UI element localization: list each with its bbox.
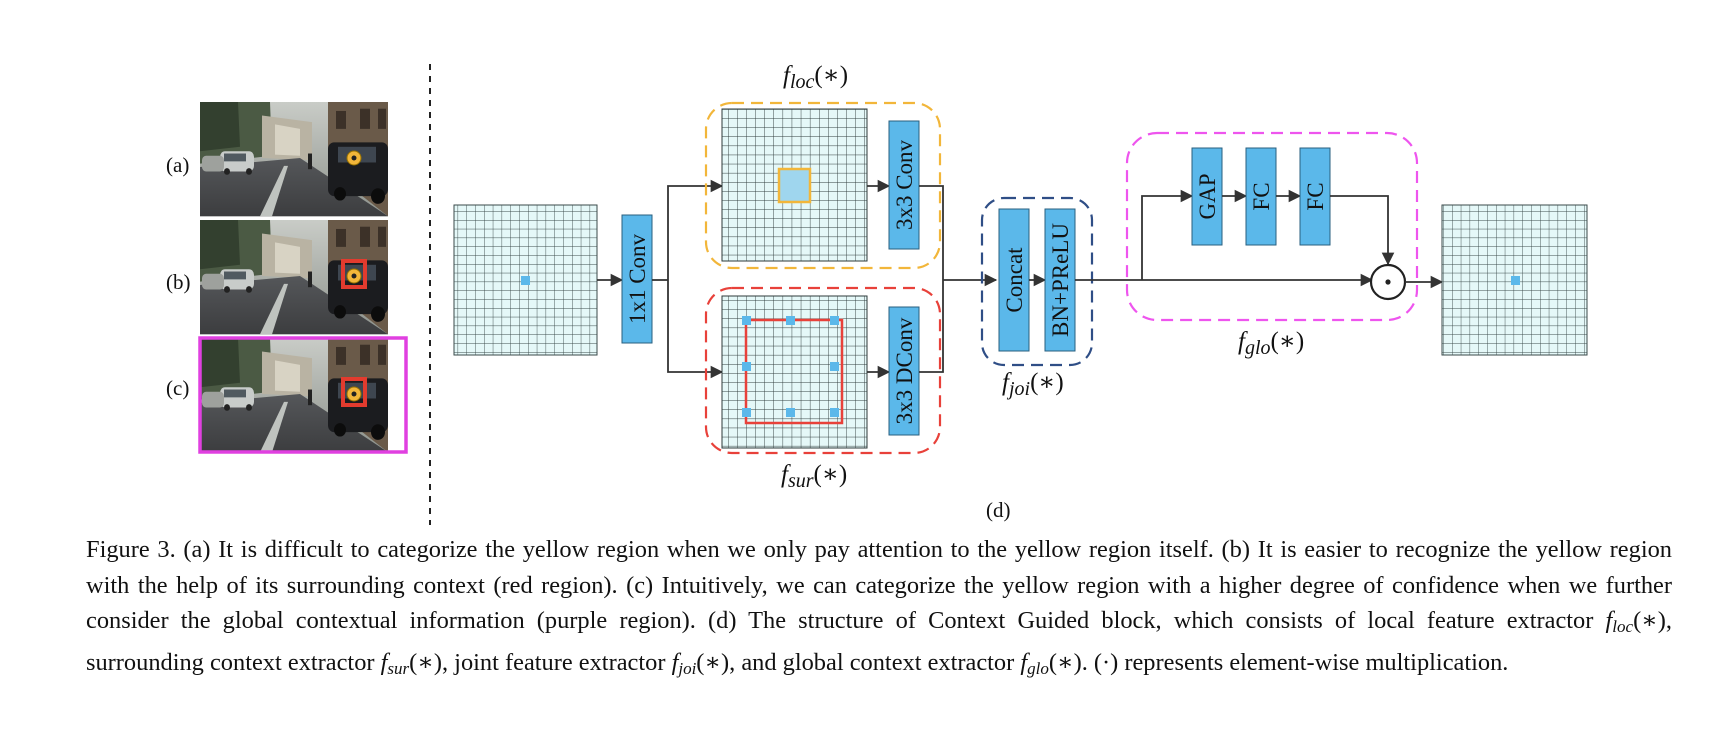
yellow-center-photo-c: [351, 391, 357, 397]
panel-c-label: (c): [166, 376, 190, 400]
gap-block-label: GAP: [1195, 173, 1220, 219]
dconv3x3-block: [888, 306, 920, 436]
yellow-center-photo-b: [351, 273, 357, 279]
sur-sample-cell-3: [742, 362, 751, 371]
arrow-fc2-to-multiply: [1330, 195, 1395, 266]
output-highlight-cell: [1511, 276, 1520, 285]
figure-3: 1x1 Conv 3x3 Conv 3x3 DConv Concat BN+PReLU G…: [166, 62, 1588, 525]
f-loc-label: floc(∗): [783, 62, 849, 93]
panel-b-label: (b): [166, 270, 191, 294]
figure-svg: 1x1 Conv 3x3 Conv 3x3 DConv Concat BN+PReLU G…: [198, 64, 1588, 525]
arrow-to-sur-branch: [667, 280, 724, 379]
conv1x1-block: [621, 214, 653, 344]
figure-caption: Figure 3. (a) It is difficult to categor…: [86, 536, 1672, 678]
bn-prelu-block-label: BN+PReLU: [1048, 223, 1073, 337]
sur-sample-cell-2: [830, 316, 839, 325]
red-region-photo-b: [341, 259, 367, 289]
sur-sample-cell-1: [786, 316, 795, 325]
f-sur-container: [704, 286, 942, 455]
loc-kernel-window: [777, 167, 812, 204]
merge-lines: [919, 185, 944, 373]
conv1x1-block-label: 1x1 Conv: [625, 233, 650, 324]
fc2-block: [1299, 147, 1331, 246]
f-joi-label: fjoi(∗): [1002, 369, 1064, 400]
conv3x3-block-label: 3x3 Conv: [892, 139, 917, 230]
fc1-block: [1245, 147, 1277, 246]
conv3x3-block: [888, 120, 920, 250]
f-joi-container: [980, 196, 1094, 367]
concat-block-label: Concat: [1002, 247, 1027, 313]
f-loc-container: [704, 101, 942, 270]
yellow-center-photo-a: [351, 155, 357, 161]
fc1-block-label: FC: [1249, 182, 1274, 210]
arrow-to-loc-branch: [667, 179, 724, 280]
arrow-to-gap: [1141, 189, 1194, 280]
dconv3x3-block-label: 3x3 DConv: [892, 317, 917, 424]
purple-region-photo-c: [198, 336, 408, 454]
multiply-dot: [1385, 279, 1391, 285]
panel-a-label: (a): [166, 153, 190, 177]
input-highlight-cell: [521, 276, 530, 285]
f-glo-container: [1125, 131, 1419, 322]
sur-sample-cell-0: [742, 316, 751, 325]
f-glo-label: fglo(∗): [1238, 328, 1305, 359]
fc2-block-label: FC: [1303, 182, 1328, 210]
sur-sample-cell-4: [830, 362, 839, 371]
panel-d-label: (d): [986, 498, 1011, 522]
sur-sample-cell-7: [830, 408, 839, 417]
sur-sample-cell-6: [786, 408, 795, 417]
f-sur-label: fsur(∗): [781, 461, 848, 492]
sur-sample-cell-5: [742, 408, 751, 417]
bn-prelu-block: [1044, 208, 1076, 352]
red-region-photo-c: [341, 377, 367, 407]
concat-block: [998, 208, 1030, 352]
